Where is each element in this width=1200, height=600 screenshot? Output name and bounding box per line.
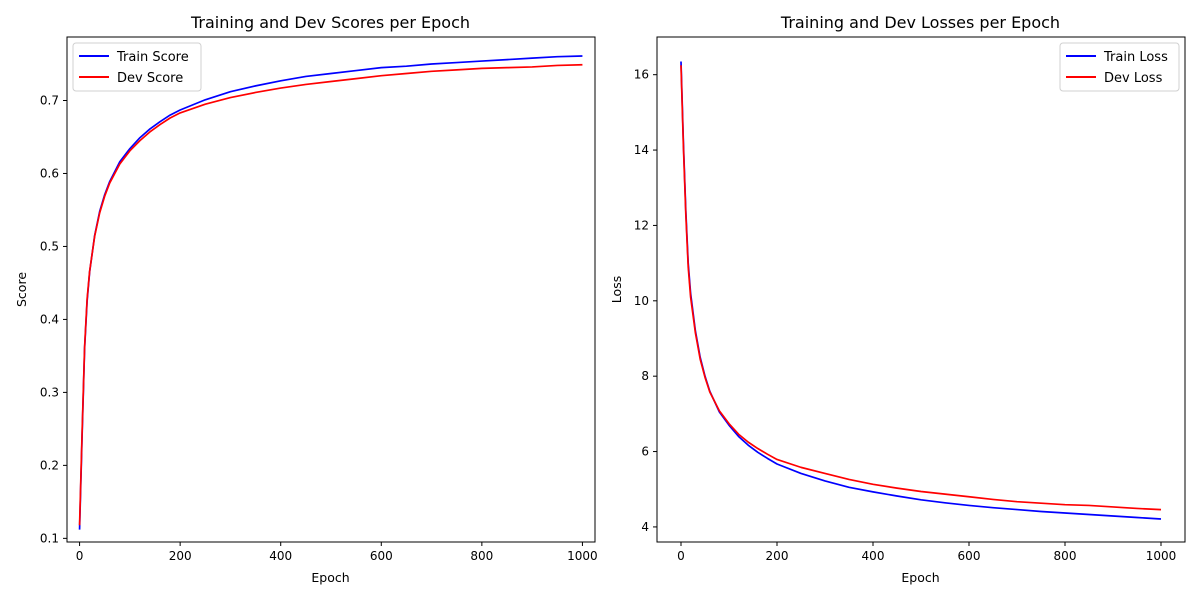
loss-chart-xlabel: Epoch [901, 570, 939, 585]
loss-chart-frame [656, 36, 1186, 543]
loss-ytick-label: 10 [634, 294, 649, 308]
loss-ytick-label: 14 [634, 143, 649, 157]
loss-ytick-label: 16 [634, 68, 649, 82]
score-legend-label-train: Train Score [116, 50, 189, 65]
score-chart-lines [78, 55, 583, 530]
score-legend-label-dev: Dev Score [117, 71, 183, 86]
loss-chart-lines [680, 61, 1162, 520]
score-xtick-label: 400 [269, 549, 292, 563]
score-ytick-label: 0.3 [40, 385, 59, 399]
loss-ytick-label: 6 [641, 445, 649, 459]
loss-xtick-label: 200 [766, 549, 789, 563]
score-series-line-dev [78, 63, 583, 526]
loss-xtick-label: 400 [862, 549, 885, 563]
loss-series-line-train [680, 61, 1162, 520]
loss-chart-ticks: 0 200 400 600 800 1000 4 6 8 10 12 14 16 [634, 68, 1177, 563]
score-ytick-label: 0.2 [40, 458, 59, 472]
score-ytick-label: 0.5 [40, 239, 59, 253]
loss-legend-label-dev: Dev Loss [1104, 71, 1163, 86]
score-chart: Training and Dev Scores per Epoch Epoch … [14, 13, 598, 585]
score-xtick-label: 200 [169, 549, 192, 563]
loss-ytick-label: 4 [641, 520, 649, 534]
score-xtick-label: 800 [470, 549, 493, 563]
score-chart-legend: Train Score Dev Score [72, 42, 202, 92]
loss-xtick-label: 600 [958, 549, 981, 563]
loss-xtick-label: 0 [677, 549, 685, 563]
loss-chart-legend: Train Loss Dev Loss [1059, 42, 1180, 92]
score-ytick-label: 0.7 [40, 93, 59, 107]
score-xtick-label: 600 [370, 549, 393, 563]
score-chart-ticks: 0 200 400 600 800 1000 0.1 0.2 0.3 0.4 0.5 0.6 0.7 [40, 93, 598, 563]
score-chart-xlabel: Epoch [311, 570, 349, 585]
score-chart-ylabel: Score [14, 272, 29, 307]
loss-chart-title: Training and Dev Losses per Epoch [780, 13, 1060, 32]
score-ytick-label: 0.4 [40, 312, 59, 326]
score-chart-title: Training and Dev Scores per Epoch [190, 13, 470, 32]
score-ytick-label: 0.6 [40, 166, 59, 180]
loss-xtick-label: 1000 [1146, 549, 1177, 563]
loss-chart: Training and Dev Losses per Epoch Epoch … [609, 13, 1186, 585]
loss-chart-ylabel: Loss [609, 276, 624, 303]
loss-legend-label-train: Train Loss [1103, 50, 1168, 65]
loss-ytick-label: 8 [641, 369, 649, 383]
score-chart-frame [66, 36, 596, 543]
score-xtick-label: 1000 [567, 549, 598, 563]
loss-ytick-label: 12 [634, 218, 649, 232]
score-series-line-train [78, 55, 583, 530]
score-ytick-label: 0.1 [40, 531, 59, 545]
loss-series-line-dev [680, 65, 1162, 511]
loss-xtick-label: 800 [1054, 549, 1077, 563]
score-xtick-label: 0 [76, 549, 84, 563]
